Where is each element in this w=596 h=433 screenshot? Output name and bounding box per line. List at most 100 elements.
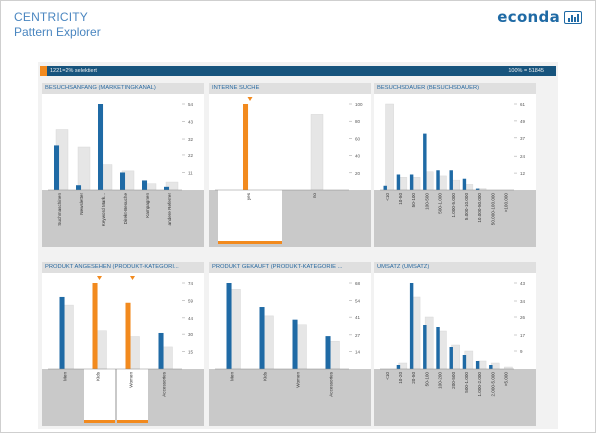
chart-panel-product-purchased[interactable]: PRODUKT GEKAUFT (PRODUKT-KATEGORIE ... 6… xyxy=(209,262,371,426)
selected-category-zone xyxy=(218,190,282,241)
data-bar xyxy=(325,336,331,369)
category-label: 20-50 xyxy=(411,372,416,384)
panel-header: UMSATZ (UMSATZ) xyxy=(374,262,536,273)
y-tick-label: 80 xyxy=(355,119,361,124)
y-tick-label: 74 xyxy=(188,281,194,286)
panel-header: PRODUKT ANGESEHEN (PRODUKT-KATEGORI... xyxy=(42,262,204,273)
data-bar xyxy=(396,365,401,369)
category-label: 500-1.000 xyxy=(438,193,443,214)
category-label: no xyxy=(312,193,317,199)
data-bar xyxy=(475,188,480,190)
category-label: 10-20 xyxy=(398,372,403,384)
data-bar xyxy=(409,174,414,190)
category-label: 200-500 xyxy=(451,372,456,389)
chart-panel-internal-search[interactable]: INTERNE SUCHE 100 80 60 40 20 yes no xyxy=(209,83,371,247)
data-bar xyxy=(436,170,440,190)
chart-panel-revenue[interactable]: UMSATZ (UMSATZ) 43 34 26 17 9 <10 10-20 20-50 50… xyxy=(374,262,536,426)
category-label: Men xyxy=(230,372,235,381)
data-bar xyxy=(164,186,170,190)
baseline-bar xyxy=(77,146,91,191)
panel-title: BESUCHSANFANG (MARKETINGKANAL) xyxy=(45,85,156,91)
chart-panel-visit-duration[interactable]: BESUCHSDAUER (BESUCHSDAUER) 61 49 37 24 12 <1… xyxy=(374,83,536,247)
category-label: 50.000-100.000 xyxy=(490,193,495,226)
chart-svg: 54 43 32 22 11 Suchmaschinen Newsletter Keyword… xyxy=(42,102,204,247)
data-bar xyxy=(396,174,401,190)
data-bar xyxy=(423,325,427,369)
data-bar xyxy=(409,283,414,369)
y-tick-label: 24 xyxy=(520,154,526,159)
panel-title: PRODUKT GEKAUFT (PRODUKT-KATEGORIE ... xyxy=(212,264,343,270)
chart-svg: 100 80 60 40 20 yes no xyxy=(209,97,371,247)
category-label: 50-100 xyxy=(411,193,416,208)
selection-bar: 1221=2% selektiert 100% = 51845 xyxy=(40,66,556,76)
y-tick-label: 49 xyxy=(520,119,526,124)
data-bar xyxy=(98,104,104,190)
y-tick-label: 9 xyxy=(520,349,523,354)
y-tick-label: 14 xyxy=(355,349,361,354)
panel-title: PRODUKT ANGESEHEN (PRODUKT-KATEGORI... xyxy=(45,264,179,270)
chart-panel-marketing-channel[interactable]: BESUCHSANFANG (MARKETINGKANAL) 54 43 32 22 1… xyxy=(42,83,204,247)
selection-marker xyxy=(218,241,282,244)
panel-header: BESUCHSDAUER (BESUCHSDAUER) xyxy=(374,83,536,94)
chart-svg: 43 34 26 17 9 <10 10-20 20-50 50-100 100-200 200-5… xyxy=(374,281,536,426)
category-label: Newsletter xyxy=(79,193,84,215)
chart-panel-product-viewed[interactable]: PRODUKT ANGESEHEN (PRODUKT-KATEGORI... 7… xyxy=(42,262,204,426)
y-tick-label: 34 xyxy=(520,299,526,304)
baseline-bar xyxy=(504,366,513,370)
category-label: 5.000-10.000 xyxy=(464,193,469,221)
category-label: 500-1.000 xyxy=(464,372,469,393)
selected-category-zone xyxy=(117,369,148,420)
category-zone xyxy=(209,369,371,426)
category-label: >100.000 xyxy=(504,193,509,213)
category-label: Accessories xyxy=(329,371,334,396)
y-tick-label: 11 xyxy=(188,170,193,175)
data-bar xyxy=(383,185,387,190)
selection-arrow-icon xyxy=(247,97,253,101)
data-bar xyxy=(436,327,440,369)
category-label: Women xyxy=(296,372,301,388)
category-label: Direkt-Besuche xyxy=(123,193,128,225)
selection-total-label: 100% = 51845 xyxy=(508,68,544,74)
y-tick-label: 68 xyxy=(355,281,361,286)
category-label: 2.000-5.000 xyxy=(490,372,495,397)
data-bar xyxy=(76,185,82,190)
category-zone xyxy=(374,190,536,247)
data-bar xyxy=(243,104,249,190)
data-bar xyxy=(449,347,453,369)
category-label: <10 xyxy=(385,372,390,380)
y-tick-label: 40 xyxy=(355,154,361,159)
brand-logo: econda xyxy=(497,8,582,26)
y-tick-label: 17 xyxy=(520,333,526,338)
y-tick-label: 22 xyxy=(188,153,194,158)
category-label: 10-50 xyxy=(398,193,403,205)
y-tick-label: 61 xyxy=(520,102,526,107)
bar-chart-icon xyxy=(564,10,582,24)
chart-svg: 68 54 41 27 14 Men Kids Women Accessories xyxy=(209,281,371,426)
y-tick-label: 27 xyxy=(355,333,361,338)
category-label: >5.000 xyxy=(504,372,509,387)
y-tick-label: 37 xyxy=(520,136,526,141)
y-tick-label: 15 xyxy=(188,350,194,355)
data-bar xyxy=(120,172,126,190)
data-bar xyxy=(489,365,493,369)
category-label: yes xyxy=(246,192,251,200)
data-bar xyxy=(226,283,232,369)
y-tick-label: 41 xyxy=(355,315,361,320)
data-bar xyxy=(142,180,148,190)
y-tick-label: 59 xyxy=(188,298,194,303)
category-label: 1.000-5.000 xyxy=(451,193,456,218)
data-bar xyxy=(292,319,298,369)
data-bar xyxy=(59,296,65,369)
category-label: Keyword Mark... xyxy=(101,193,106,226)
baseline-bar xyxy=(385,103,394,191)
panel-header: PRODUKT GEKAUFT (PRODUKT-KATEGORIE ... xyxy=(209,262,371,273)
category-label: Men xyxy=(63,372,68,381)
y-tick-label: 20 xyxy=(355,171,361,176)
selection-marker xyxy=(117,420,148,423)
selection-arrow-icon xyxy=(130,276,135,280)
selection-marker xyxy=(84,420,115,423)
data-bar xyxy=(475,361,480,369)
data-bar xyxy=(449,170,453,190)
y-tick-label: 44 xyxy=(188,316,194,321)
chart-svg: 61 49 37 24 12 <10 10-50 50-100 100-500 500-1.000… xyxy=(374,102,536,247)
